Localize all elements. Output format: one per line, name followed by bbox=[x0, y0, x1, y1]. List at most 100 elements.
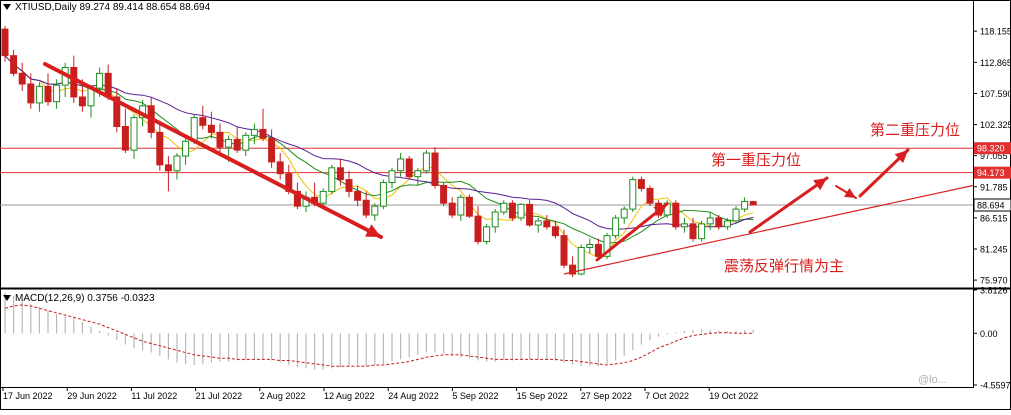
candle-body bbox=[646, 187, 654, 204]
candle-body bbox=[18, 72, 26, 85]
candle-body bbox=[732, 208, 740, 222]
candle-body bbox=[560, 235, 568, 266]
macd-tick-label: 3.8126 bbox=[980, 286, 1008, 296]
rebound-arrow-1-head bbox=[653, 204, 667, 217]
candle-body bbox=[182, 140, 190, 157]
time-tick-label: 17 Jun 2022 bbox=[3, 391, 53, 401]
candle-body bbox=[706, 217, 714, 225]
candle-body bbox=[44, 85, 52, 103]
time-tick-label: 27 Sep 2022 bbox=[581, 391, 632, 401]
candle-body bbox=[276, 161, 284, 175]
time-tick-label: 12 Aug 2022 bbox=[324, 391, 375, 401]
candle-body bbox=[35, 85, 43, 104]
price-tick-label: 86.515 bbox=[980, 213, 1008, 223]
candle-body bbox=[225, 138, 233, 148]
price-level-box bbox=[974, 142, 1011, 155]
time-tick-label: 11 Jul 2022 bbox=[131, 391, 177, 401]
candle-body bbox=[637, 179, 645, 189]
macd-header: MACD(12,26,9) 0.3756 -0.0323 bbox=[3, 293, 155, 304]
candle-body bbox=[397, 158, 405, 172]
candle-body bbox=[500, 202, 508, 213]
price-level-label: 94.173 bbox=[977, 168, 1005, 178]
candle-body bbox=[689, 223, 697, 240]
macd-values-text: MACD(12,26,9) 0.3756 -0.0323 bbox=[15, 293, 155, 304]
candle-body bbox=[491, 211, 499, 228]
candle-body bbox=[388, 170, 396, 184]
time-tick-label: 24 Aug 2022 bbox=[388, 391, 439, 401]
rebound-arrow-2 bbox=[748, 176, 829, 234]
candle-body bbox=[259, 128, 267, 139]
ma-mid-line bbox=[4, 55, 754, 244]
candle-body bbox=[233, 138, 241, 151]
time-tick-label: 15 Sep 2022 bbox=[517, 391, 568, 401]
candle-body bbox=[620, 208, 628, 219]
downtrend-arrow-head bbox=[365, 224, 381, 237]
price-tick-label: 75.970 bbox=[980, 276, 1008, 286]
candle-body bbox=[371, 205, 379, 216]
candle-body bbox=[250, 128, 258, 136]
candle-body bbox=[672, 202, 680, 228]
candle-body bbox=[534, 220, 542, 226]
candle-body bbox=[207, 124, 215, 133]
candle-body bbox=[517, 203, 525, 219]
annotation-resistance-2: 第二重压力位 bbox=[870, 121, 961, 139]
support-trend-line bbox=[563, 184, 974, 275]
candle-body bbox=[422, 152, 430, 172]
price-tick-label: 112.865 bbox=[980, 58, 1011, 68]
macd-signal-line bbox=[4, 304, 754, 367]
time-tick-label: 29 Jun 2022 bbox=[67, 391, 117, 401]
time-tick-label: 5 Sep 2022 bbox=[452, 391, 498, 401]
candles-group bbox=[1, 26, 757, 277]
candle-body bbox=[577, 246, 585, 275]
candle-body bbox=[508, 202, 516, 219]
candle-body bbox=[749, 201, 757, 206]
candle-body bbox=[405, 158, 413, 178]
candle-body bbox=[354, 190, 362, 201]
candle-body bbox=[698, 223, 706, 240]
candle-body bbox=[216, 131, 224, 148]
candle-body bbox=[328, 167, 336, 192]
candle-body bbox=[431, 152, 439, 186]
time-tick-label: 21 Jul 2022 bbox=[196, 391, 243, 401]
pullback-arrow-head bbox=[844, 188, 856, 198]
candle-body bbox=[96, 72, 104, 89]
candle-body bbox=[336, 167, 344, 181]
candle-body bbox=[723, 220, 731, 228]
breakout-arrow-head bbox=[894, 150, 908, 164]
candle-body bbox=[27, 83, 35, 104]
ma-slow-line bbox=[4, 55, 754, 230]
price-tick-label: 81.245 bbox=[980, 244, 1008, 254]
candle-body bbox=[448, 202, 456, 216]
candle-body bbox=[483, 226, 491, 243]
candle-body bbox=[199, 117, 207, 126]
candle-body bbox=[543, 220, 551, 228]
candle-body bbox=[319, 190, 327, 204]
candle-body bbox=[715, 217, 723, 228]
candle-body bbox=[569, 264, 577, 275]
price-level-box bbox=[974, 166, 1011, 179]
candle-body bbox=[629, 179, 637, 210]
macd-tick-label: 0.00 bbox=[980, 329, 998, 339]
price-tick-label: 97.055 bbox=[980, 151, 1008, 161]
collapse-triangle-icon[interactable] bbox=[3, 4, 11, 11]
collapse-triangle-icon[interactable] bbox=[3, 295, 11, 302]
symbol-ohlc-text: XTIUSD,Daily 89.274 89.414 88.654 88.694 bbox=[15, 2, 211, 13]
candle-body bbox=[78, 96, 86, 107]
candle-body bbox=[465, 196, 473, 217]
candle-body bbox=[130, 117, 138, 151]
price-tick-label: 118.155 bbox=[980, 27, 1011, 37]
candle-body bbox=[526, 203, 534, 226]
candle-body bbox=[440, 184, 448, 204]
price-level-label: 88.694 bbox=[977, 201, 1005, 211]
candle-body bbox=[612, 217, 620, 237]
candle-body bbox=[414, 170, 422, 178]
candle-body bbox=[594, 244, 602, 257]
candle-body bbox=[173, 155, 181, 172]
time-tick-label: 2 Aug 2022 bbox=[260, 391, 306, 401]
price-level-label: 98.320 bbox=[977, 144, 1005, 154]
price-tick-label: 107.590 bbox=[980, 89, 1011, 99]
macd-tick-label: -4.5597 bbox=[980, 381, 1011, 391]
candle-body bbox=[268, 137, 276, 163]
candle-body bbox=[362, 199, 370, 216]
